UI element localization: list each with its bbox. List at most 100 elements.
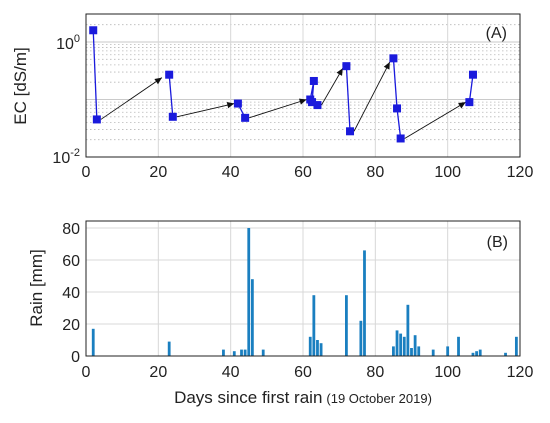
panel-b-rain-bar [504, 352, 507, 356]
panel-a-ec-line [168, 74, 174, 117]
panel-a-ec-point [393, 104, 402, 113]
panel-a-ytick-top-exp: 0 [74, 33, 80, 45]
panel-a-arrow-head [154, 77, 162, 85]
panel-b-xtick-label: 100 [434, 364, 461, 381]
panel-b-rain-bar [247, 228, 251, 356]
panel-a-xtick-label: 120 [507, 164, 534, 181]
panel-a-arrows [100, 61, 466, 139]
panel-b-rain-bar [406, 304, 410, 356]
panel-a-ec-point [92, 115, 101, 124]
panel-b-rain-bar [417, 346, 421, 356]
panel-a-ec-line [92, 30, 98, 120]
panel-a-x-ticks: 0 20 40 60 80 100 120 [82, 164, 534, 181]
panel-b-x-axis-label-date: (19 October 2019) [326, 391, 432, 406]
panel-a-arrow-line [321, 67, 344, 106]
panel-a-arrow-line [100, 77, 163, 120]
panel-a-arrow-head [458, 102, 466, 109]
panel-b-rain-bar [410, 348, 413, 356]
panel-b-rain-bar [446, 346, 450, 356]
panel-b-xtick-label: 80 [366, 364, 384, 381]
panel-a-label: (A) [486, 25, 507, 42]
panel-a-ec-point [165, 70, 174, 79]
panel-a-ec-line [345, 66, 351, 132]
panel-b-y-axis-label: Rain [mm] [27, 249, 46, 326]
panel-b-axes-box [85, 220, 521, 357]
panel-a-arrow-line [176, 103, 235, 118]
panel-b-rain-bar [471, 352, 475, 356]
panel-b-xtick-label: 40 [222, 364, 240, 381]
panel-a-ytick-top-base: 10 [56, 36, 74, 53]
panel-b-xtick-label: 120 [507, 364, 534, 381]
panel-a-arrow-head [383, 61, 390, 70]
panel-b-rain-bars [91, 228, 518, 356]
panel-a-xtick-label: 80 [366, 164, 384, 181]
panel-a-ec-point [233, 99, 242, 108]
panel-a-arrow-line [248, 99, 307, 119]
panel-b-rain-bar [514, 336, 518, 356]
panel-b-x-axis-label: Days since first rain (19 October 2019) [174, 388, 432, 407]
panel-b-ytick-label: 0 [71, 349, 80, 366]
panel-a-xtick-label: 0 [82, 164, 91, 181]
panel-a-xtick-label: 100 [434, 164, 461, 181]
panel-a-arrow-head [336, 68, 343, 76]
panel-a-ec-point [89, 26, 98, 35]
panel-b-rain-bar [167, 341, 171, 356]
panel-b-rain-bar [402, 336, 406, 356]
panel-a-ec-point [313, 101, 322, 110]
panel-a-ytick-bottom-base: 10 [52, 150, 70, 167]
panel-a-ec-point [308, 98, 317, 107]
panel-b-rain-bar [316, 340, 319, 356]
panel-a-xtick-label: 20 [149, 164, 167, 181]
panel-b-rain-bar [312, 295, 316, 356]
panel-b-x-axis-label-main: Days since first rain [174, 388, 322, 407]
panel-b-rain-bar [457, 336, 460, 356]
panel-a-ec-point [468, 70, 477, 79]
panel-a-ec-point [309, 76, 318, 85]
panel-b-ytick-label: 20 [62, 317, 80, 334]
panel-b-y-ticks: 0 20 40 60 80 [62, 221, 80, 366]
panel-a-arrow-head [298, 98, 307, 105]
panel-b-rain-bar [319, 343, 323, 356]
panel-b-rain-bar [250, 279, 254, 356]
panel-b-rain-bar [243, 349, 247, 356]
panel-b-rain-bar [261, 349, 265, 356]
panel-a-y-axis-label: EC [dS/m] [11, 47, 30, 124]
panel-a-ec-series [89, 26, 477, 143]
panel-b-rain-bar [91, 328, 95, 356]
panel-b-label: (B) [487, 234, 508, 251]
panel-b-xtick-label: 0 [82, 364, 91, 381]
panel-a-axes-box [85, 13, 521, 158]
panel-b-rain-bar [359, 320, 363, 356]
panel-b-rain-bar [240, 349, 243, 356]
panel-a-ec-point [342, 62, 351, 71]
panel-b-rain-bar [222, 349, 225, 356]
panel-b-rain-bar [232, 351, 236, 356]
panel-b-xtick-label: 20 [149, 364, 167, 381]
panel-a-ec-point [465, 98, 474, 107]
panel-a-ec-point [168, 112, 177, 121]
panel-a-arrow-head [226, 102, 235, 109]
panel-b-rain-bar [308, 336, 312, 356]
panel-b-rain-bar [475, 351, 478, 356]
panel-b-ytick-label: 80 [62, 221, 80, 238]
panel-b-rain-bar [431, 349, 435, 356]
panel-b-rain-bar [395, 330, 399, 356]
panel-a-ec-point [389, 54, 398, 63]
panel-b-rain-bar [392, 346, 395, 356]
panel-a-ec-chart: 0 20 40 60 80 100 120 100 10-2 EC [dS/m] (A) [11, 13, 534, 181]
panel-a-grid [85, 14, 521, 158]
panel-a-ytick-bottom: 10-2 [52, 147, 80, 167]
panel-b-ytick-label: 60 [62, 253, 80, 270]
panel-b-xtick-label: 60 [294, 364, 312, 381]
panel-a-ec-point [396, 134, 405, 143]
panel-a-ec-point [241, 113, 250, 122]
panel-b-rain-bar [478, 349, 482, 356]
panel-b-rain-bar [345, 295, 348, 356]
panel-a-ec-point [346, 127, 355, 136]
panel-a-arrow-line [404, 101, 466, 139]
panel-a-arrow-line [353, 61, 391, 132]
panel-a-ec-line [468, 74, 474, 103]
panel-a-xtick-label: 40 [222, 164, 240, 181]
